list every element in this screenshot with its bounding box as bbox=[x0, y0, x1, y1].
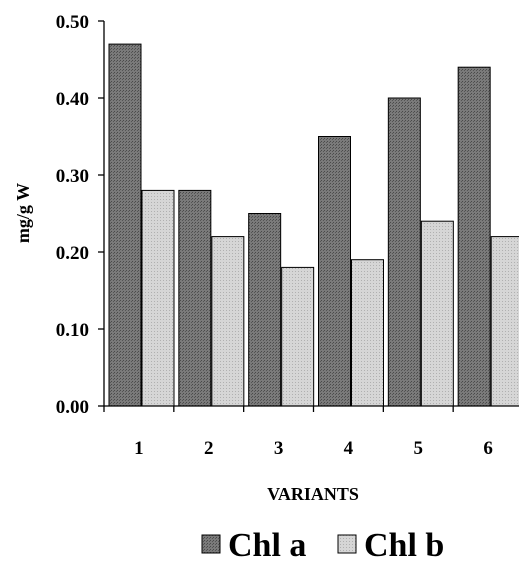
bar-chl-a-2 bbox=[178, 189, 212, 407]
bar-chl-b-1 bbox=[141, 189, 175, 407]
legend-label-chl-a: Chl a bbox=[228, 527, 306, 559]
y-tick-label: 0.50 bbox=[56, 12, 89, 33]
legend: Chl a Chl b bbox=[201, 527, 444, 564]
legend-swatch-chl-a bbox=[201, 534, 221, 554]
x-axis-title: VARIANTS bbox=[267, 484, 359, 504]
bar-chl-a-5 bbox=[387, 97, 421, 407]
y-tick-label: 0.10 bbox=[56, 320, 89, 341]
bar-chl-b-5 bbox=[420, 220, 454, 407]
legend-label-chl-b: Chl b bbox=[364, 527, 444, 559]
x-tick-label: 5 bbox=[414, 438, 424, 459]
x-tick-label: 6 bbox=[483, 438, 493, 459]
bar-chl-b-6 bbox=[490, 236, 519, 407]
y-tick-label: 0.40 bbox=[56, 89, 89, 110]
bar-chl-b-4 bbox=[351, 259, 384, 407]
y-axis-title: mg/g W bbox=[13, 183, 33, 243]
bar-chl-a-4 bbox=[318, 136, 351, 407]
x-tick-label: 1 bbox=[134, 438, 144, 459]
bar-chl-a-1 bbox=[108, 43, 142, 407]
bars-layer bbox=[108, 43, 519, 407]
y-tick-label: 0.00 bbox=[56, 397, 89, 418]
x-tick-label: 4 bbox=[344, 438, 354, 459]
y-tick-label: 0.20 bbox=[56, 243, 89, 264]
bar-chl-a-6 bbox=[457, 66, 491, 407]
label-layer: 0.00 0.10 0.20 0.30 0.40 0.50 1 2 3 4 5 6 bbox=[56, 12, 493, 459]
legend-swatch-chl-b bbox=[337, 534, 357, 554]
y-tick-label: 0.30 bbox=[56, 166, 89, 187]
axis-layer bbox=[98, 20, 519, 412]
x-tick-label: 3 bbox=[274, 438, 284, 459]
bar-chl-b-2 bbox=[211, 236, 245, 407]
x-tick-label: 2 bbox=[204, 438, 214, 459]
bar-chl-b-3 bbox=[281, 266, 315, 407]
bar-chl-a-3 bbox=[248, 213, 282, 407]
